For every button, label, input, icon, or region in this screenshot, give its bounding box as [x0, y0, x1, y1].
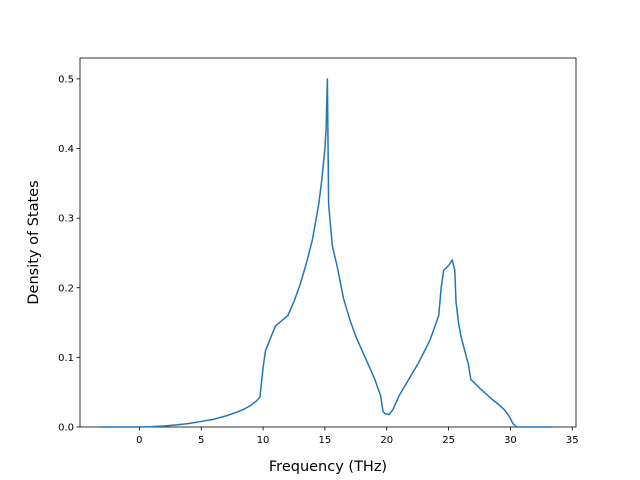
- x-tick-label: 35: [566, 435, 579, 446]
- y-tick-label: 0.1: [58, 353, 74, 364]
- x-tick-label: 5: [198, 435, 204, 446]
- y-tick-label: 0.4: [58, 144, 74, 155]
- plot-area: [79, 57, 577, 428]
- y-tick-label: 0.0: [58, 423, 74, 434]
- y-tick-label: 0.5: [58, 74, 74, 85]
- x-tick-label: 10: [257, 435, 270, 446]
- y-tick-label: 0.2: [58, 283, 74, 294]
- axes-frame: [79, 57, 577, 428]
- x-tick-label: 0: [136, 435, 142, 446]
- y-axis-ticks: 0.0 0.1 0.2 0.3 0.4 0.5: [58, 74, 80, 434]
- series-layer: [99, 78, 553, 428]
- x-tick-label: 15: [319, 435, 332, 446]
- y-tick-label: 0.3: [58, 214, 74, 225]
- x-axis-label: Frequency (THz): [269, 459, 387, 475]
- x-tick-label: 20: [380, 435, 393, 446]
- series-line: [99, 78, 553, 428]
- x-axis-ticks: 0 5 10 15 20 25 30 35: [136, 427, 579, 446]
- y-axis-label: Density of States: [26, 180, 42, 304]
- x-tick-label: 30: [504, 435, 517, 446]
- x-tick-label: 25: [442, 435, 455, 446]
